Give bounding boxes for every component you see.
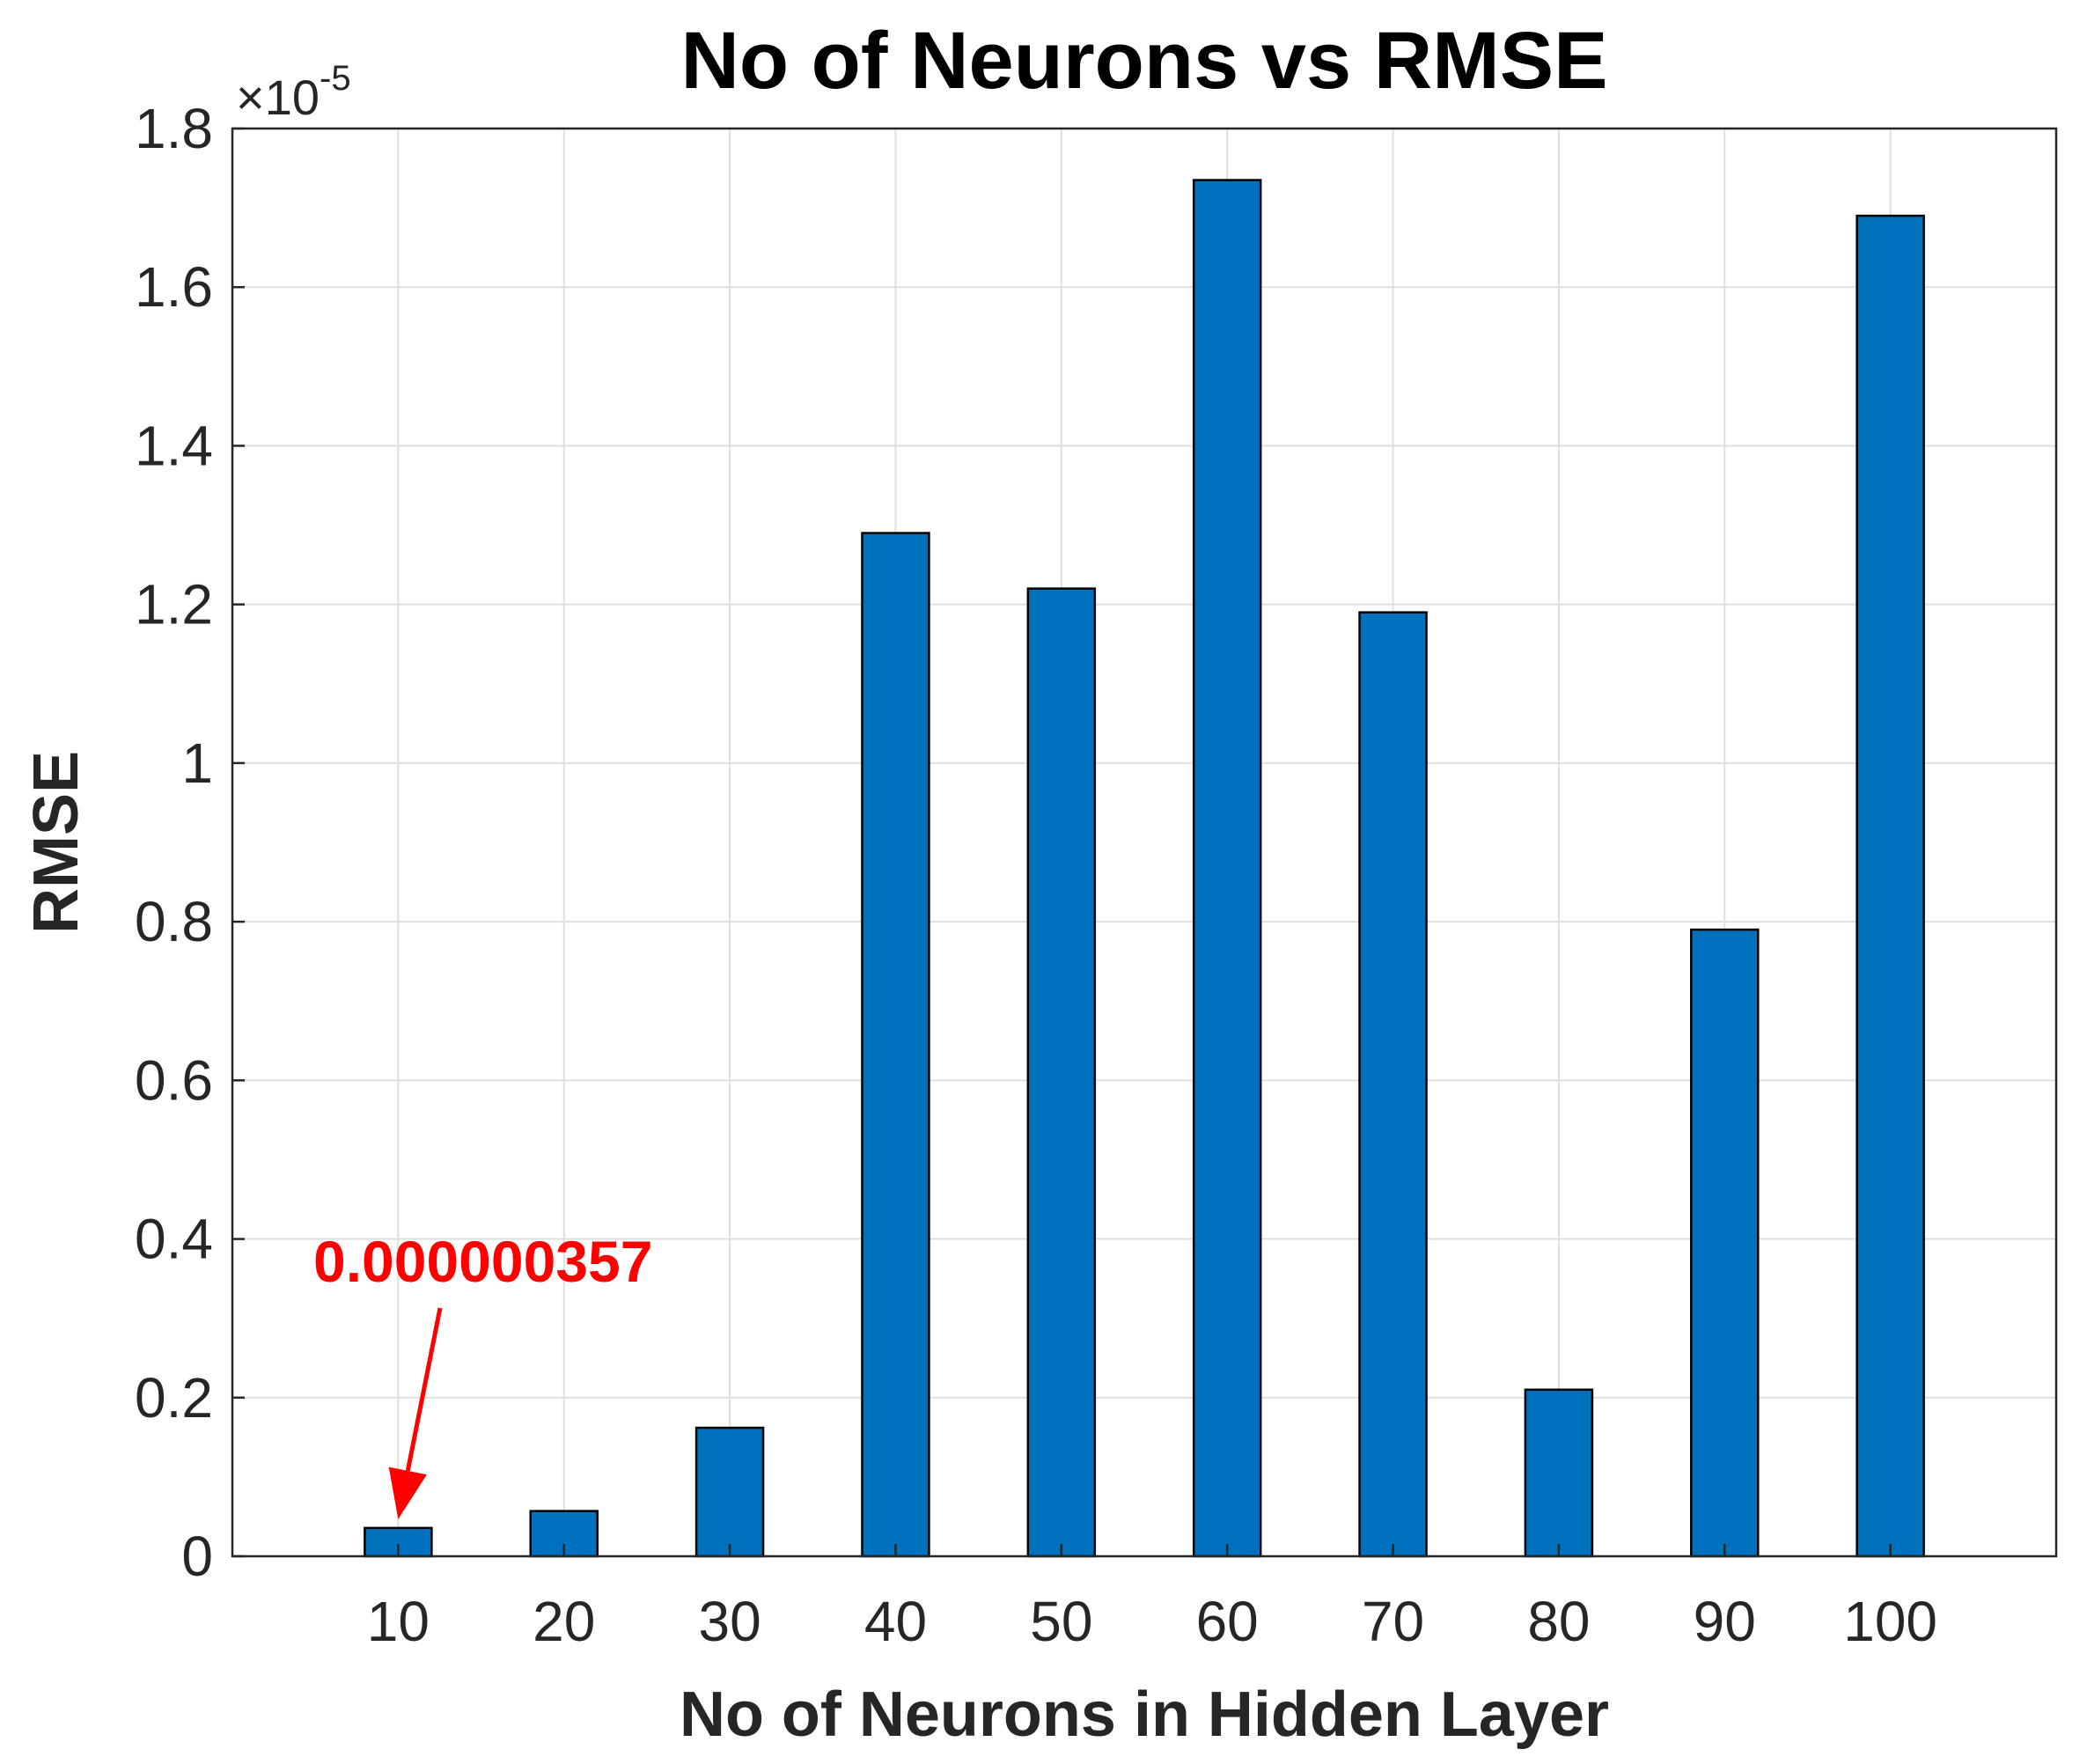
y-axis-label: RMSE bbox=[21, 751, 92, 934]
y-tick-label: 0.8 bbox=[135, 890, 213, 953]
x-tick-label: 60 bbox=[1196, 1590, 1259, 1653]
y-tick-label: 1.8 bbox=[135, 97, 213, 160]
y-tick-label: 1 bbox=[181, 731, 213, 795]
y-tick-label: 0 bbox=[181, 1525, 213, 1588]
bar-40 bbox=[861, 532, 930, 1558]
y-tick-label: 0.6 bbox=[135, 1048, 213, 1112]
annotation-arrow-head bbox=[388, 1466, 427, 1519]
y-axis-exponent-power: -5 bbox=[320, 59, 351, 98]
bar-70 bbox=[1358, 611, 1428, 1558]
x-axis: 10 20 30 40 50 60 70 80 90 100 bbox=[367, 1544, 1937, 1653]
y-tick-label: 0.2 bbox=[135, 1366, 213, 1430]
grid bbox=[232, 128, 2056, 1557]
x-tick-label: 80 bbox=[1527, 1590, 1590, 1653]
x-axis-label: No of Neurons in Hidden Layer bbox=[680, 1679, 1609, 1750]
annotation-arrow-shaft bbox=[405, 1307, 443, 1472]
x-tick-label: 100 bbox=[1843, 1590, 1937, 1653]
bar-90 bbox=[1690, 928, 1760, 1558]
plot-area-frame bbox=[231, 127, 2058, 1558]
chart-title: No of Neurons vs RMSE bbox=[680, 16, 1607, 106]
x-tick-label: 10 bbox=[367, 1590, 430, 1653]
y-tick-label: 1.6 bbox=[135, 255, 213, 319]
annotation-label: 0.000000357 bbox=[313, 1229, 652, 1294]
y-tick-label: 1.2 bbox=[135, 573, 213, 636]
x-tick-label: 50 bbox=[1030, 1590, 1092, 1653]
bar-80 bbox=[1524, 1388, 1594, 1558]
bars bbox=[364, 179, 1925, 1558]
bar-100 bbox=[1856, 214, 1925, 1558]
x-tick-label: 70 bbox=[1362, 1590, 1424, 1653]
y-tick-label: 0.4 bbox=[135, 1208, 213, 1271]
y-axis: 0 0.2 0.4 0.6 0.8 1 1.2 1.4 1.6 1.8 bbox=[135, 97, 245, 1588]
bar-30 bbox=[694, 1426, 765, 1558]
bar-50 bbox=[1026, 587, 1097, 1558]
x-tick-label: 90 bbox=[1694, 1590, 1756, 1653]
annotation: 0.000000357 bbox=[313, 1229, 652, 1519]
x-tick-label: 40 bbox=[864, 1590, 927, 1653]
x-tick-label: 20 bbox=[533, 1590, 595, 1653]
y-axis-exponent-base: ×10 bbox=[236, 70, 320, 125]
bar-60 bbox=[1192, 179, 1262, 1558]
y-tick-label: 1.4 bbox=[135, 414, 213, 477]
y-axis-exponent: ×10-5 bbox=[236, 59, 351, 125]
x-tick-label: 30 bbox=[698, 1590, 761, 1653]
